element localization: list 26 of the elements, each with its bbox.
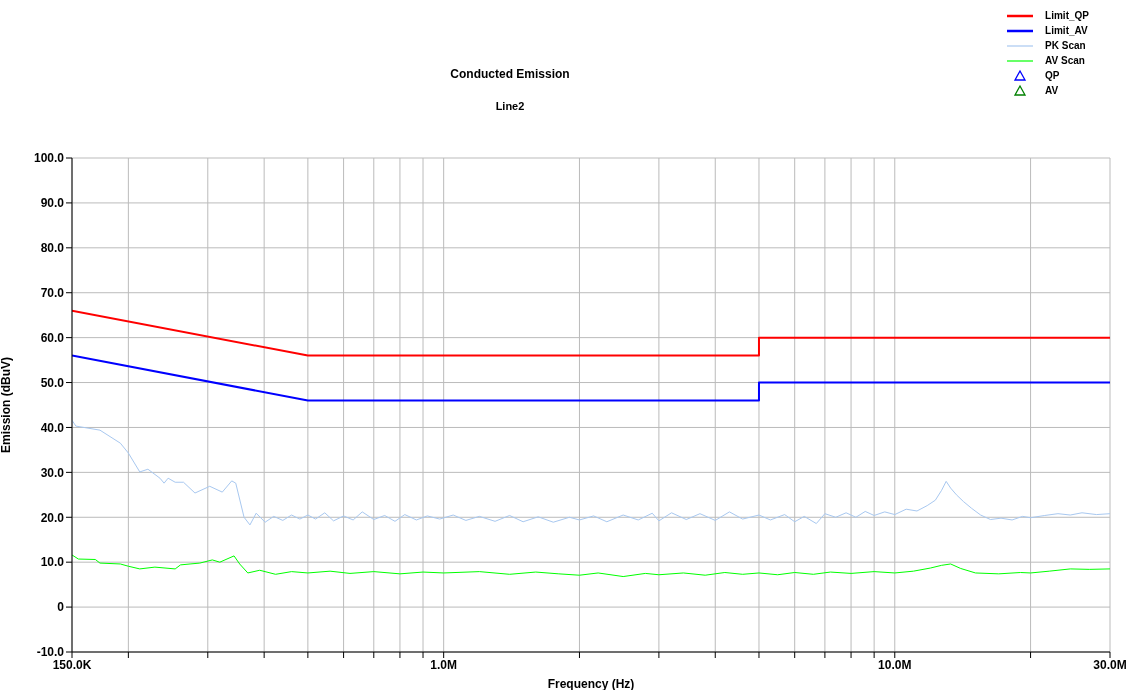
y-tick-label: 100.0 [33,151,65,166]
x-tick-label: 10.0M [878,657,912,672]
x-axis-title: Frequency (Hz) [547,677,635,690]
y-tick-label: 80.0 [40,241,65,256]
chart-subtitle: Line2 [494,100,526,112]
legend-label: Limit_AV [1045,25,1088,36]
legend-label: AV [1045,85,1059,96]
y-tick-label: 0 [57,600,65,615]
y-tick-label: 20.0 [40,510,65,525]
y-tick-label: 50.0 [40,375,65,390]
y-tick-label: 60.0 [40,330,65,345]
x-tick-label: 150.0K [52,657,92,672]
y-tick-label: 70.0 [40,285,65,300]
legend-label: AV Scan [1045,55,1085,66]
y-tick-label: 40.0 [40,420,65,435]
legend-label: Limit_QP [1045,10,1089,21]
chart-title: Conducted Emission [449,67,571,81]
legend-label: PK Scan [1045,40,1086,51]
y-axis-title: Emission (dBuV) [0,356,14,454]
y-tick-label: 10.0 [40,555,65,570]
y-tick-label: -10.0 [36,645,65,660]
y-tick-label: 30.0 [40,465,65,480]
y-tick-label: 90.0 [40,196,65,211]
x-tick-label: 30.0M [1093,657,1127,672]
legend-label: QP [1045,70,1060,81]
x-tick-label: 1.0M [430,657,458,672]
